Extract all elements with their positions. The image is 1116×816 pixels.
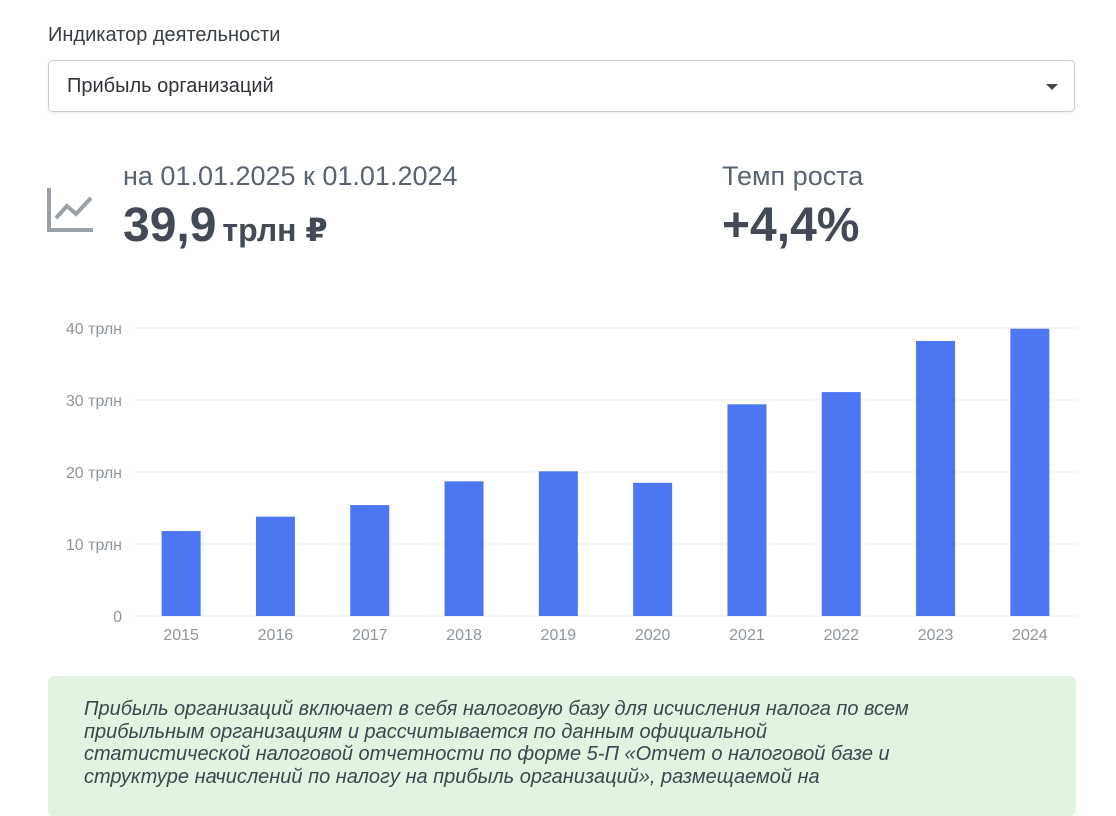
y-tick-label: 10 трлн [66, 537, 122, 554]
y-tick-label: 20 трлн [66, 465, 122, 482]
x-tick-label: 2022 [823, 627, 859, 644]
growth-label: Темп роста [722, 161, 864, 191]
info-note: Прибыль организаций включает в себя нало… [48, 676, 1076, 816]
y-tick-label: 0 [113, 609, 122, 626]
bar [633, 482, 673, 616]
x-tick-label: 2023 [918, 627, 954, 644]
bar [1010, 328, 1050, 616]
x-tick-label: 2018 [446, 627, 482, 644]
y-tick-label: 40 трлн [66, 321, 122, 338]
x-tick-label: 2017 [352, 627, 388, 644]
growth-value: +4,4% [722, 199, 860, 252]
bar [538, 471, 578, 616]
bar-chart: 0 10 трлн 20 трлн 30 трлн 40 трлн 2015 2016 201… [66, 321, 1077, 644]
summary-value-unit: трлн ₽ [222, 212, 328, 248]
summary-value-number: 39,9 [123, 199, 217, 252]
note-text: Прибыль организаций включает в себя нало… [84, 698, 909, 788]
bar [727, 404, 767, 616]
bar [444, 481, 484, 616]
caret-down-icon [1046, 84, 1058, 90]
x-tick-label: 2024 [1012, 627, 1048, 644]
summary-value: 39,9 трлн ₽ [123, 198, 328, 253]
indicator-label: Индикатор деятельности [48, 24, 281, 46]
x-tick-label: 2021 [729, 627, 765, 644]
x-tick-label: 2015 [163, 627, 199, 644]
bar [350, 505, 390, 616]
bar [916, 340, 956, 616]
x-tick-label: 2020 [635, 627, 671, 644]
x-tick-label: 2016 [258, 627, 294, 644]
chart-line-icon [47, 188, 93, 232]
bar [161, 531, 201, 616]
bar [821, 392, 861, 616]
bar [255, 516, 295, 616]
indicator-select[interactable]: Прибыль организаций [48, 60, 1075, 112]
y-tick-label: 30 трлн [66, 393, 122, 410]
indicator-selected-value: Прибыль организаций [67, 75, 274, 97]
x-tick-label: 2019 [541, 627, 577, 644]
period-label: на 01.01.2025 к 01.01.2024 [123, 161, 458, 191]
